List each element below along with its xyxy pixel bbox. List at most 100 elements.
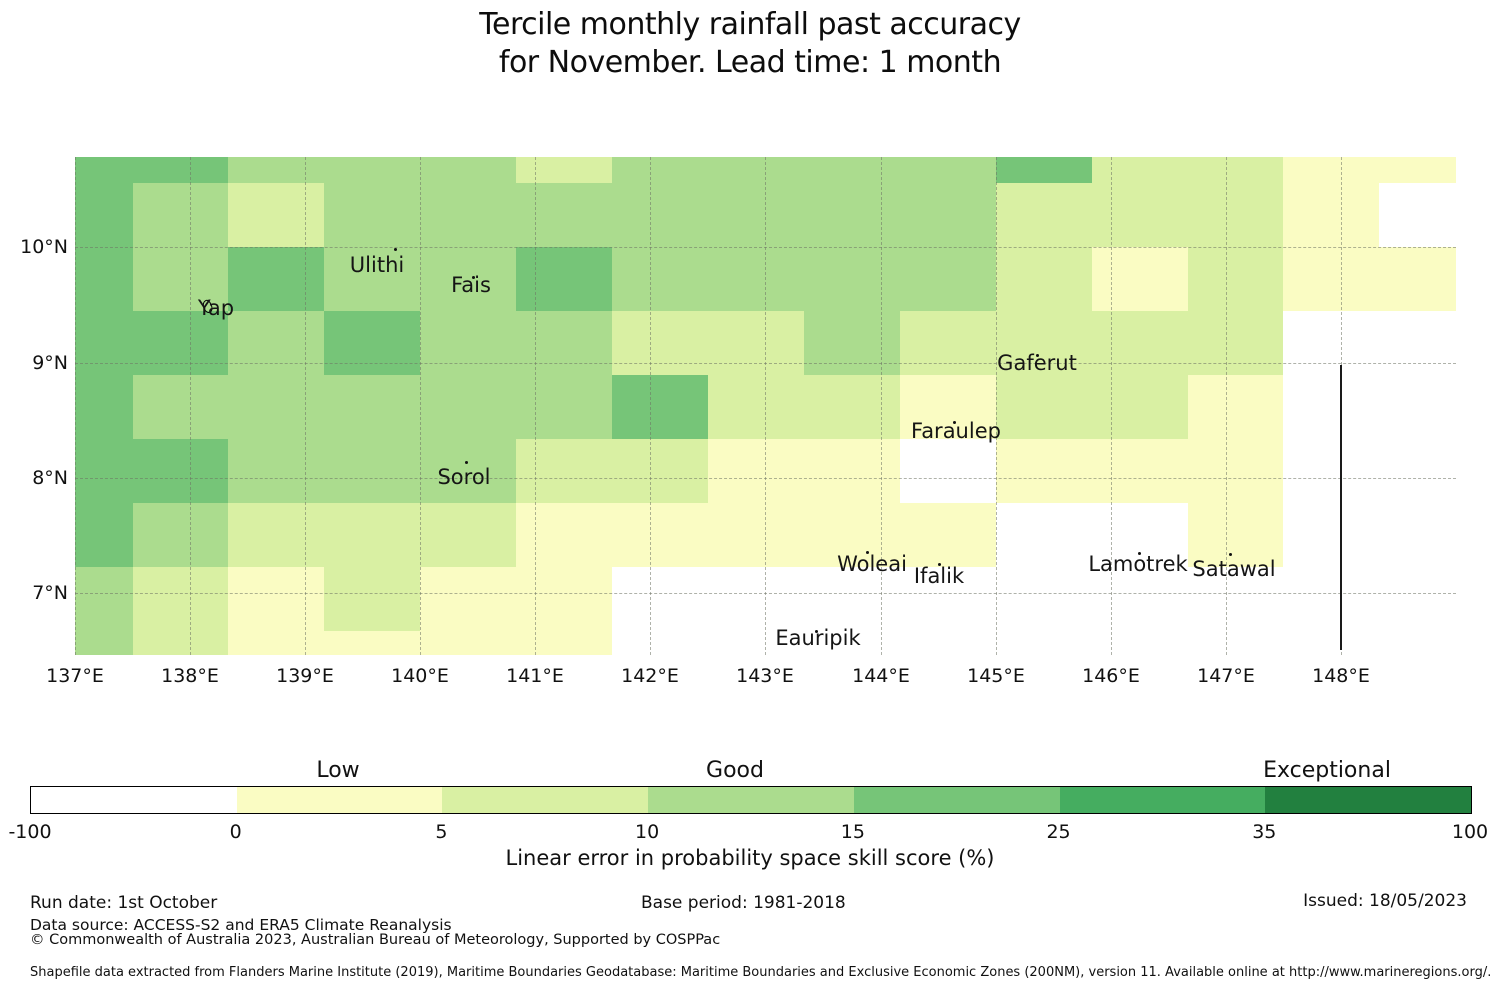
x-tick-label: 140°E: [391, 665, 449, 687]
colorbar-tick-label: 5: [435, 821, 448, 843]
map-cell: [133, 375, 228, 439]
map-cell: [708, 183, 804, 247]
map-cell: [420, 439, 516, 503]
map-cell: [1188, 157, 1283, 183]
map-cell: [1379, 247, 1456, 311]
map-cell: [1283, 157, 1379, 183]
map-cell: [612, 157, 708, 183]
map-cell: [612, 183, 708, 247]
graticule-parallel: [75, 478, 1456, 479]
map-cell: [75, 631, 133, 655]
colorbar-tick-label: -100: [8, 821, 52, 843]
x-tick-label: 145°E: [967, 665, 1025, 687]
island-label-faraulep: Faraulep: [911, 419, 1001, 443]
x-tick-label: 141°E: [506, 665, 564, 687]
colorbar-tick-label: 0: [229, 821, 242, 843]
map-cell: [228, 183, 324, 247]
map-cell: [228, 567, 324, 631]
chart-title-line2: for November. Lead time: 1 month: [498, 45, 1002, 80]
colorbar-segment: [853, 787, 1060, 813]
map-cell: [708, 375, 804, 439]
map-cell: [324, 247, 420, 311]
colorbar-segment: [236, 787, 443, 813]
map-cell: [516, 439, 612, 503]
map-cell: [1188, 503, 1283, 567]
map-cell: [804, 503, 900, 567]
colorbar-tick-label: 35: [1252, 821, 1277, 843]
x-tick-label: 142°E: [621, 665, 679, 687]
map-cell: [228, 311, 324, 375]
map-cell: [75, 247, 133, 311]
colorbar-quality-label: Good: [706, 758, 764, 783]
map-cell: [133, 439, 228, 503]
island-dot-woleai: [866, 551, 869, 554]
map-cell: [324, 157, 420, 183]
map-cell: [996, 375, 1092, 439]
map-cell: [996, 157, 1092, 183]
map-cell: [708, 503, 804, 567]
map-cell: [228, 439, 324, 503]
island-label-woleai: Woleai: [837, 552, 907, 576]
map-cell: [1283, 247, 1379, 311]
colorbar-axis-label: Linear error in probability space skill …: [505, 846, 995, 870]
colorbar-quality-label: Low: [316, 758, 360, 783]
colorbar-quality-label: Exceptional: [1263, 758, 1391, 783]
graticule-meridian: [765, 157, 766, 655]
colorbar-segment: [31, 787, 237, 813]
y-tick-label: 8°N: [32, 467, 68, 489]
graticule-meridian: [305, 157, 306, 655]
map-cell: [1188, 375, 1283, 439]
colorbar-segment: [648, 787, 854, 813]
footer-run-date: Run date: 1st October: [30, 893, 218, 913]
graticule-meridian: [190, 157, 191, 655]
map-cell: [516, 247, 612, 311]
map-cell: [1188, 247, 1283, 311]
map-cell: [75, 503, 133, 567]
map-cell: [1188, 183, 1283, 247]
graticule-meridian: [1226, 157, 1227, 655]
colorbar-segment: [1059, 787, 1266, 813]
graticule-meridian: [420, 157, 421, 655]
map-cell: [804, 311, 900, 375]
map-cell: [1188, 439, 1283, 503]
map-cell: [900, 503, 996, 567]
map-cell: [900, 183, 996, 247]
colorbar-tick-label: 10: [635, 821, 660, 843]
island-dot-ifalik: [938, 563, 941, 566]
x-tick-label: 147°E: [1197, 665, 1255, 687]
map-cell: [612, 375, 708, 439]
map-cell: [996, 247, 1092, 311]
map-cell: [420, 567, 516, 631]
map-cell: [1092, 247, 1188, 311]
map-cell: [1092, 375, 1188, 439]
map-cell: [1379, 157, 1456, 183]
map-cell: [612, 503, 708, 567]
map-cell: [804, 439, 900, 503]
eez-boundary-line: [1340, 365, 1342, 650]
footer-issued-date: Issued: 18/05/2023: [1303, 891, 1467, 911]
map-cell: [804, 157, 900, 183]
map-cell: [516, 375, 612, 439]
map-cell: [420, 157, 516, 183]
y-tick-label: 7°N: [32, 582, 68, 604]
map-cell: [324, 567, 420, 631]
island-label-sorol: Sorol: [437, 465, 491, 489]
island-label-ulithi: Ulithi: [349, 253, 405, 277]
map-cell: [612, 311, 708, 375]
map-cell: [1092, 311, 1188, 375]
map-cell: [228, 503, 324, 567]
y-tick-label: 9°N: [32, 352, 68, 374]
colorbar-tick-label: 15: [840, 821, 865, 843]
map-cell: [996, 183, 1092, 247]
map-cell: [708, 439, 804, 503]
map-cell: [708, 311, 804, 375]
map-cell: [420, 247, 516, 311]
map-cell: [1092, 439, 1188, 503]
colorbar-segment: [1265, 787, 1472, 813]
map-plot: Yap Ulithi Fais Sorol Gaferut Faraulep Woleai I…: [75, 157, 1456, 655]
graticule-meridian: [996, 157, 997, 655]
map-cell: [516, 567, 612, 631]
map-cell: [420, 311, 516, 375]
map-cell: [133, 631, 228, 655]
